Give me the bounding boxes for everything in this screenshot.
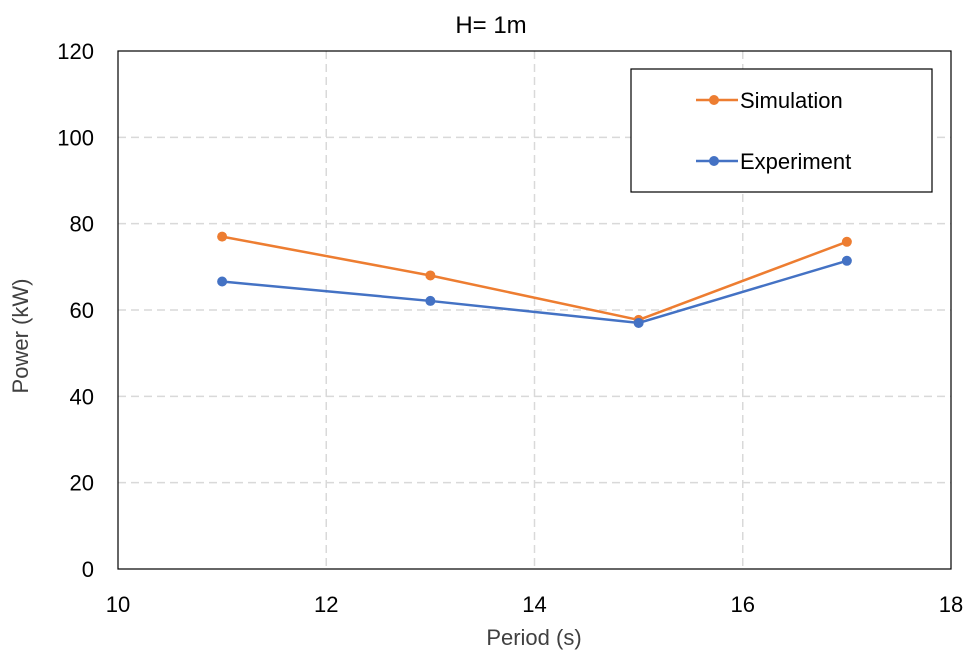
y-tick-label: 40 xyxy=(70,384,94,409)
experiment-point xyxy=(633,317,644,328)
y-axis-label: Power (kW) xyxy=(8,279,33,394)
legend-swatch-marker xyxy=(709,95,719,105)
simulation-point xyxy=(217,231,228,242)
x-tick-label: 10 xyxy=(106,592,130,617)
x-tick-label: 12 xyxy=(314,592,338,617)
legend-item-experiment: Experiment xyxy=(696,149,851,174)
x-tick-label: 16 xyxy=(731,592,755,617)
legend-label: Simulation xyxy=(740,88,843,113)
experiment-point xyxy=(217,276,228,287)
y-tick-label: 60 xyxy=(70,298,94,323)
legend-box xyxy=(630,68,933,193)
legend-label: Experiment xyxy=(740,149,851,174)
simulation-point xyxy=(841,236,852,247)
y-tick-label: 120 xyxy=(57,39,94,64)
legend: Simulation Experiment xyxy=(630,68,933,193)
legend-item-simulation: Simulation xyxy=(696,88,843,113)
y-tick-label: 100 xyxy=(57,125,94,150)
tick-labels: 10 12 14 16 18 0 20 40 60 80 100 120 xyxy=(57,39,963,617)
series-experiment xyxy=(217,255,852,328)
simulation-point xyxy=(425,270,436,281)
y-tick-label: 0 xyxy=(82,557,94,582)
x-tick-label: 14 xyxy=(522,592,546,617)
legend-swatch-marker xyxy=(709,156,719,166)
chart-title: H= 1m xyxy=(455,12,526,39)
experiment-point xyxy=(425,295,436,306)
series xyxy=(217,231,852,328)
experiment-point xyxy=(841,255,852,266)
simulation-line xyxy=(221,235,848,322)
x-tick-label: 18 xyxy=(939,592,963,617)
plot-frame xyxy=(117,50,952,570)
experiment-line xyxy=(222,259,848,325)
y-tick-label: 80 xyxy=(70,212,94,237)
x-axis-label: Period (s) xyxy=(486,625,581,650)
y-tick-label: 20 xyxy=(70,471,94,496)
